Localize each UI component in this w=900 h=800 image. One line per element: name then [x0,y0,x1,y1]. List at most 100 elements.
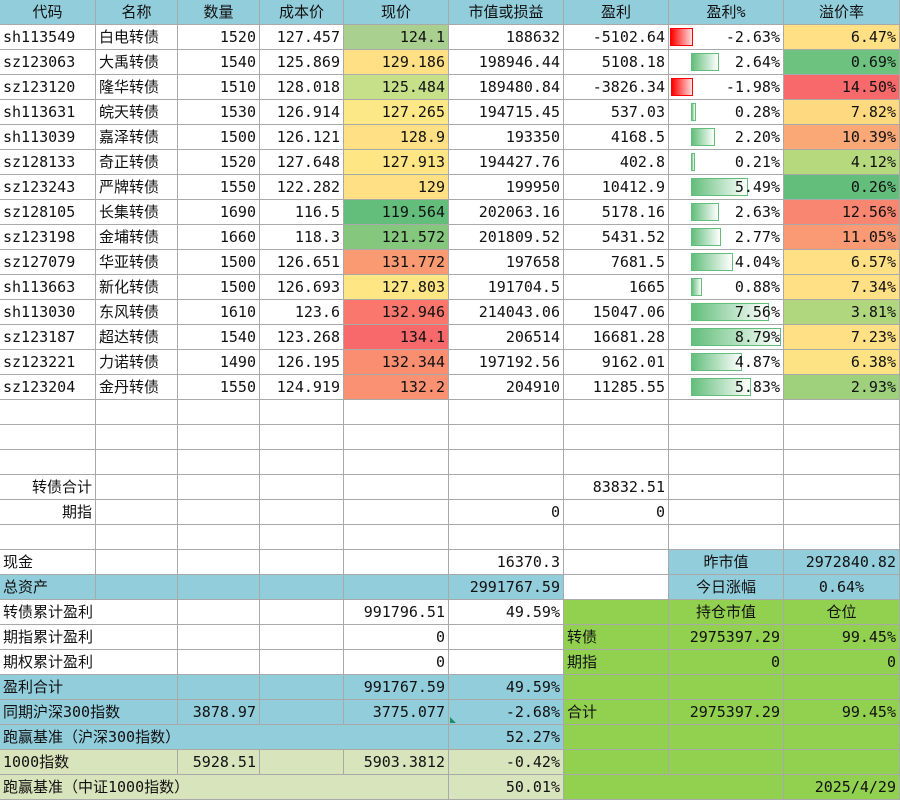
holding-price[interactable]: 132.2 [344,375,449,400]
holding-qty[interactable]: 1690 [178,200,260,225]
empty-cell[interactable] [564,450,669,475]
empty-cell[interactable] [178,675,260,700]
header-qty[interactable]: 数量 [178,0,260,25]
empty-cell[interactable] [449,425,564,450]
header-name[interactable]: 名称 [96,0,178,25]
empty-cell[interactable] [178,550,260,575]
panel-total-label[interactable]: 合计 [564,700,669,725]
empty-cell[interactable] [564,575,669,600]
csi1000-pct[interactable]: -0.42% [449,750,564,775]
holding-qty[interactable]: 1500 [178,275,260,300]
holding-profit[interactable]: 4168.5 [564,125,669,150]
empty-cell[interactable] [564,425,669,450]
holding-qty[interactable]: 1490 [178,350,260,375]
holding-value[interactable]: 206514 [449,325,564,350]
holding-qty[interactable]: 1500 [178,125,260,150]
holding-qty[interactable]: 1540 [178,325,260,350]
empty-cell[interactable] [344,525,449,550]
holding-pct[interactable]: -1.98% [669,75,784,100]
empty-cell[interactable] [260,525,344,550]
total-assets-value[interactable]: 2991767.59 [449,575,564,600]
holding-prem[interactable]: 6.57% [784,250,900,275]
panel-fut-position[interactable]: 0 [784,650,900,675]
header-profit-pct[interactable]: 盈利% [669,0,784,25]
empty-cell[interactable] [96,575,178,600]
empty-cell[interactable] [564,550,669,575]
empty-cell[interactable] [260,700,344,725]
header-price[interactable]: 现价 [344,0,449,25]
holding-profit[interactable]: 11285.55 [564,375,669,400]
holding-pct[interactable]: 2.64% [669,50,784,75]
holding-value[interactable]: 198946.44 [449,50,564,75]
holding-pct[interactable]: 4.87% [669,350,784,375]
empty-cell[interactable] [96,525,178,550]
panel-cb-position[interactable]: 99.45% [784,625,900,650]
holding-pct[interactable]: 0.28% [669,100,784,125]
holding-name[interactable]: 金埔转债 [96,225,178,250]
holding-cost[interactable]: 126.121 [260,125,344,150]
empty-cell[interactable] [0,525,96,550]
holding-pct[interactable]: 2.20% [669,125,784,150]
holding-value-header[interactable]: 持仓市值 [669,600,784,625]
holding-value[interactable]: 189480.84 [449,75,564,100]
empty-cell[interactable] [564,525,669,550]
holding-prem[interactable]: 2.93% [784,375,900,400]
holding-profit[interactable]: -5102.64 [564,25,669,50]
beat-csi1000-value[interactable]: 50.01% [449,775,564,800]
holding-cost[interactable]: 127.648 [260,150,344,175]
empty-cell[interactable] [96,550,178,575]
holding-code[interactable]: sh113631 [0,100,96,125]
panel-cell[interactable] [784,725,900,750]
holding-name[interactable]: 白电转债 [96,25,178,50]
panel-cell[interactable] [669,750,784,775]
holding-code[interactable]: sh113039 [0,125,96,150]
holding-name[interactable]: 华亚转债 [96,250,178,275]
holding-qty[interactable]: 1520 [178,150,260,175]
holding-value[interactable]: 194427.76 [449,150,564,175]
empty-cell[interactable] [0,400,96,425]
empty-cell[interactable] [260,425,344,450]
empty-cell[interactable] [96,450,178,475]
holding-code[interactable]: sh113030 [0,300,96,325]
holding-name[interactable]: 新化转债 [96,275,178,300]
holding-price[interactable]: 128.9 [344,125,449,150]
holding-value[interactable]: 199950 [449,175,564,200]
holding-price[interactable]: 129.186 [344,50,449,75]
holding-cost[interactable]: 125.869 [260,50,344,75]
holding-name[interactable]: 金丹转债 [96,375,178,400]
header-value[interactable]: 市值或损益 [449,0,564,25]
holding-price[interactable]: 119.564 [344,200,449,225]
holding-profit[interactable]: 5178.16 [564,200,669,225]
empty-cell[interactable] [178,500,260,525]
holding-code[interactable]: sh113663 [0,275,96,300]
empty-cell[interactable] [449,525,564,550]
holding-name[interactable]: 嘉泽转债 [96,125,178,150]
empty-cell[interactable] [96,500,178,525]
empty-cell[interactable] [178,400,260,425]
opt-cum-label[interactable]: 期权累计盈利 [0,650,178,675]
holding-price[interactable]: 131.772 [344,250,449,275]
empty-cell[interactable] [564,400,669,425]
cb-total-profit[interactable]: 83832.51 [564,475,669,500]
holding-pct[interactable]: 5.83% [669,375,784,400]
holding-prem[interactable]: 7.82% [784,100,900,125]
holding-price[interactable]: 132.946 [344,300,449,325]
opt-cum-value[interactable]: 0 [344,650,449,675]
panel-cell[interactable] [564,600,669,625]
beat-hs300-value[interactable]: 52.27% [449,725,564,750]
holding-cost[interactable]: 126.195 [260,350,344,375]
empty-cell[interactable] [178,575,260,600]
holding-prem[interactable]: 0.26% [784,175,900,200]
holding-code[interactable]: sz128105 [0,200,96,225]
holding-name[interactable]: 大禹转债 [96,50,178,75]
empty-cell[interactable] [260,625,344,650]
holding-pct[interactable]: 7.56% [669,300,784,325]
empty-cell[interactable] [669,400,784,425]
empty-cell[interactable] [96,475,178,500]
empty-cell[interactable] [260,500,344,525]
empty-cell[interactable] [178,525,260,550]
holding-pct[interactable]: 2.77% [669,225,784,250]
cb-cum-pct[interactable]: 49.59% [449,600,564,625]
holding-profit[interactable]: 10412.9 [564,175,669,200]
holding-profit[interactable]: 5108.18 [564,50,669,75]
